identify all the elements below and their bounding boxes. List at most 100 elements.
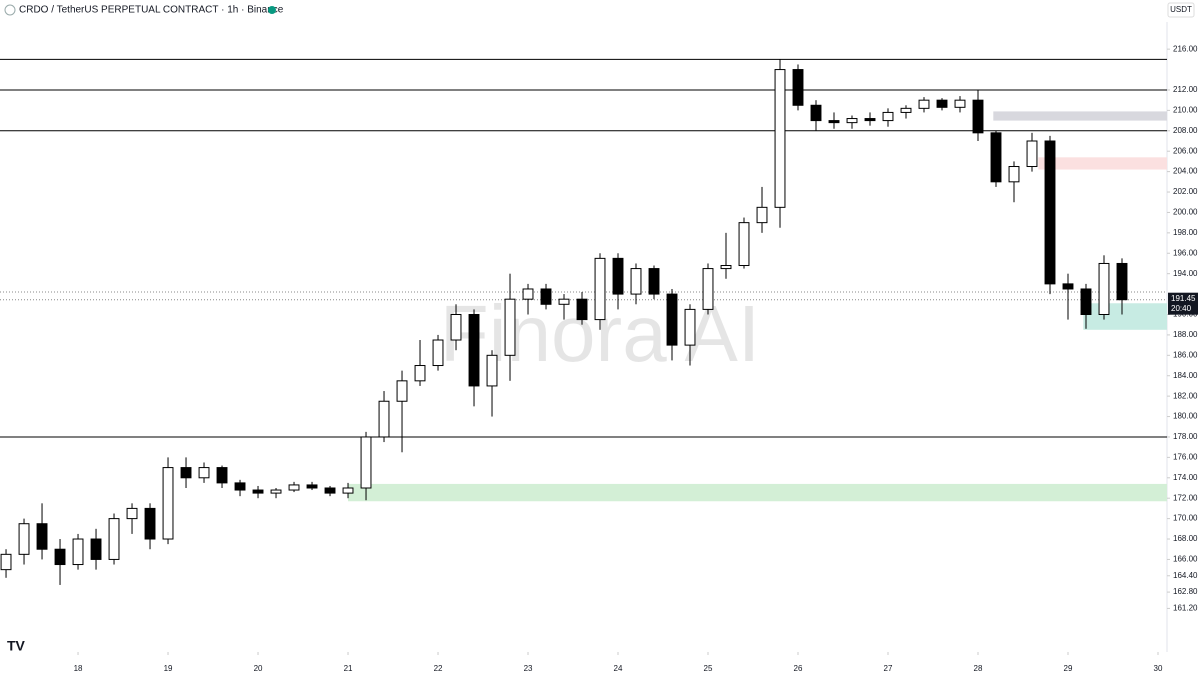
candle-body xyxy=(414,365,426,382)
y-tick-label: 186.00 xyxy=(1173,350,1198,359)
y-tick-label: 216.00 xyxy=(1173,44,1198,53)
currency: USDT xyxy=(1170,5,1192,14)
y-tick-label: 210.00 xyxy=(1173,105,1198,114)
candle-body xyxy=(864,118,876,122)
candle-body xyxy=(666,293,678,346)
candle-body xyxy=(1116,262,1128,301)
y-tick-label: 212.00 xyxy=(1173,85,1198,94)
candle-body xyxy=(180,467,192,479)
candle-body xyxy=(1026,140,1038,168)
x-tick-label: 25 xyxy=(704,664,713,673)
candle-body xyxy=(162,467,174,540)
candle-body xyxy=(540,288,552,305)
candle-body xyxy=(72,538,84,566)
candle-body xyxy=(684,308,696,346)
candle-body xyxy=(522,288,534,300)
candle-body xyxy=(738,222,750,267)
candle-body xyxy=(288,484,300,491)
y-tick-label: 184.00 xyxy=(1173,371,1198,380)
candle-body xyxy=(594,257,606,321)
x-tick-label: 21 xyxy=(344,664,353,673)
candle-body xyxy=(270,489,282,494)
y-tick-label: 178.00 xyxy=(1173,432,1198,441)
candle-body xyxy=(576,298,588,321)
candle-body xyxy=(900,107,912,113)
candle-body xyxy=(378,400,390,438)
symbol-icon xyxy=(4,4,16,16)
x-tick-label: 24 xyxy=(614,664,623,673)
y-tick-label: 162.80 xyxy=(1173,587,1198,596)
y-tick-label: 166.00 xyxy=(1173,555,1198,564)
candle-body xyxy=(954,99,966,108)
candle-body xyxy=(468,313,480,387)
candle-body xyxy=(846,118,858,124)
x-tick-label: 30 xyxy=(1154,664,1163,673)
candle-body xyxy=(990,132,1002,183)
candle-body xyxy=(774,69,786,208)
candle-body xyxy=(126,507,138,520)
x-tick-label: 27 xyxy=(884,664,893,673)
candle-body xyxy=(216,467,228,484)
candle-body xyxy=(918,99,930,109)
x-tick-label: 28 xyxy=(974,664,983,673)
x-tick-label: 19 xyxy=(164,664,173,673)
y-tick-label: 180.00 xyxy=(1173,412,1198,421)
y-tick-label: 188.00 xyxy=(1173,330,1198,339)
candle-body xyxy=(702,268,714,310)
y-tick-label: 161.20 xyxy=(1173,604,1198,613)
x-tick-label: 20 xyxy=(254,664,263,673)
candle-body xyxy=(432,339,444,367)
y-tick-label: 206.00 xyxy=(1173,146,1198,155)
candle-body xyxy=(486,354,498,387)
last-price-label: 191.45 xyxy=(1171,294,1196,303)
candle-body xyxy=(756,206,768,224)
candle-body xyxy=(1080,288,1092,315)
zone xyxy=(348,483,1167,502)
candle-body xyxy=(0,553,12,571)
zone xyxy=(1083,303,1167,330)
y-tick-label: 172.00 xyxy=(1173,493,1198,502)
candle-body xyxy=(792,69,804,106)
status-dot xyxy=(268,6,276,14)
y-tick-label: 204.00 xyxy=(1173,167,1198,176)
zone xyxy=(993,111,1167,121)
candle-body xyxy=(648,268,660,295)
y-tick-label: 194.00 xyxy=(1173,269,1198,278)
y-tick-label: 164.40 xyxy=(1173,571,1198,580)
y-tick-label: 174.00 xyxy=(1173,473,1198,482)
candle-body xyxy=(396,380,408,402)
candle-body xyxy=(90,538,102,560)
candle-body xyxy=(198,467,210,479)
x-tick-label: 23 xyxy=(524,664,533,673)
currency-box xyxy=(1167,2,1195,18)
candle-body xyxy=(306,484,318,489)
candle-body xyxy=(324,487,336,494)
y-tick-label: 168.00 xyxy=(1173,534,1198,543)
x-tick-label: 18 xyxy=(74,664,83,673)
x-tick-label: 22 xyxy=(434,664,443,673)
y-tick-label: 196.00 xyxy=(1173,248,1198,257)
candle-body xyxy=(630,268,642,295)
candle-body xyxy=(252,489,264,494)
y-tick-label: 202.00 xyxy=(1173,187,1198,196)
candle-body xyxy=(612,257,624,295)
candle-body xyxy=(1008,166,1020,183)
candle-body xyxy=(450,313,462,341)
candle-body xyxy=(1098,262,1110,315)
candle-body xyxy=(810,104,822,122)
candle-body xyxy=(720,265,732,270)
chart-title: CRDO / TetherUS PERPETUAL CONTRACT · 1h … xyxy=(19,5,284,16)
candle-body xyxy=(18,523,30,555)
candle-body xyxy=(54,548,66,566)
candle-body xyxy=(108,518,120,560)
y-tick-label: 198.00 xyxy=(1173,228,1198,237)
zone xyxy=(1038,157,1167,170)
candle-body xyxy=(36,523,48,550)
candle-body xyxy=(1044,140,1056,285)
candle-body xyxy=(972,99,984,134)
y-tick-label: 208.00 xyxy=(1173,126,1198,135)
x-tick-label: 29 xyxy=(1064,664,1073,673)
candle-body xyxy=(360,436,372,489)
x-tick-label: 26 xyxy=(794,664,803,673)
